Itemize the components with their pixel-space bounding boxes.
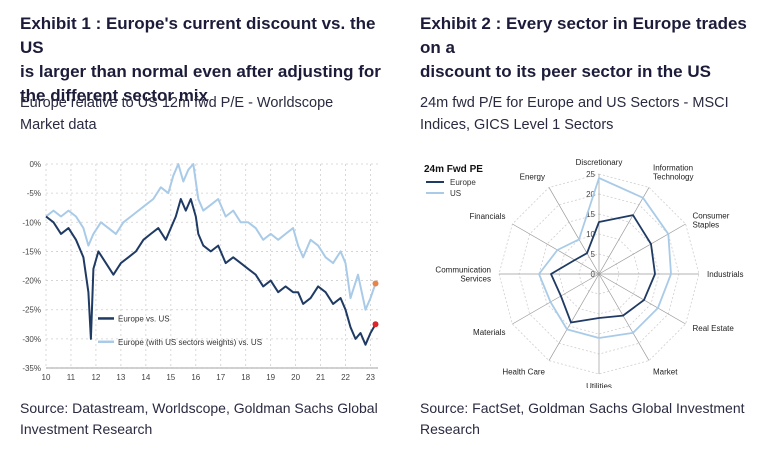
radar-category-label: Services — [460, 275, 491, 284]
x-tick-label: 13 — [116, 373, 125, 382]
exhibit-2-subtitle: 24m fwd P/E for Europe and US Sectors - … — [420, 92, 729, 136]
exhibit-2-subtitle-line: 24m fwd P/E for Europe and US Sectors - … — [420, 95, 729, 111]
exhibit-1-title: Exhibit 1 : Europe's current discount vs… — [20, 12, 384, 108]
radar-category-label: Materials — [473, 328, 505, 337]
radar-spoke — [548, 273, 600, 361]
x-tick-label: 18 — [241, 373, 250, 382]
radar-category-label: Consumer — [693, 212, 730, 221]
series-line-europe-us-weights — [45, 163, 377, 311]
exhibit-1-source-line: Source: Datastream, Worldscope, Goldman … — [20, 400, 378, 416]
radar-series-europe — [550, 214, 656, 324]
y-tick-label: -10% — [22, 218, 41, 227]
radar-category-label: Technology — [653, 173, 693, 182]
exhibit-1-subtitle-line: Market data — [20, 117, 97, 133]
radial-tick-label: 20 — [586, 190, 595, 199]
radar-category-label: Communication — [435, 266, 491, 275]
exhibit-2-source-line: Source: FactSet, Goldman Sachs Global In… — [420, 400, 745, 416]
exhibit-1-subtitle-line: Europe relative to US 12m fwd P/E - Worl… — [20, 95, 334, 111]
exhibit-2-title-line: discount to its peer sector in the US — [420, 62, 711, 81]
legend-label: Europe — [450, 178, 476, 187]
radar-spoke — [598, 223, 686, 275]
x-tick-label: 15 — [166, 373, 175, 382]
end-marker — [372, 321, 379, 328]
radar-spoke — [512, 223, 600, 275]
x-tick-label: 14 — [141, 373, 150, 382]
exhibit-2-source-line: Research — [420, 421, 480, 437]
y-tick-label: 0% — [29, 160, 41, 169]
line-chart: 0% -5% -10% -15% -20% -25% -30% -35%10 11 12 13 14 1… — [22, 160, 379, 382]
radar-category-label: Energy — [520, 173, 545, 182]
radar-spoke — [598, 187, 650, 275]
x-tick-label: 10 — [42, 373, 51, 382]
series-line-europe-vs-us — [45, 198, 377, 346]
x-tick-label: 16 — [191, 373, 200, 382]
y-tick-label: -20% — [22, 277, 41, 286]
y-tick-label: -15% — [22, 247, 41, 256]
exhibit-2-title-line: Exhibit 2 : Every sector in Europe trade… — [420, 14, 747, 57]
x-tick-label: 23 — [366, 373, 375, 382]
radar-category-label: Staples — [693, 221, 720, 230]
radial-tick-label: 5 — [591, 250, 596, 259]
x-tick-label: 11 — [67, 373, 76, 382]
end-marker — [372, 280, 379, 287]
x-tick-label: 20 — [291, 373, 300, 382]
radial-tick-label: 10 — [586, 230, 595, 239]
legend-label: Europe vs. US — [118, 314, 170, 323]
exhibit-1-source: Source: Datastream, Worldscope, Goldman … — [20, 398, 378, 440]
x-tick-label: 21 — [316, 373, 325, 382]
exhibit-2-subtitle-line: Indices, GICS Level 1 Sectors — [420, 117, 614, 133]
radial-tick-label: 25 — [586, 170, 595, 179]
radar-category-label: Information — [653, 164, 693, 173]
radar-chart-title: 24m Fwd PE — [424, 164, 483, 175]
x-tick-label: 22 — [341, 373, 350, 382]
exhibit-1-title-line: the different sector mix — [20, 86, 208, 105]
exhibit-1-title-line: Exhibit 1 : Europe's current discount vs… — [20, 14, 376, 57]
radar-chart: 0 5 10 15 20 25 Discretionary InformationTechno… — [424, 158, 743, 388]
legend-label: US — [450, 189, 461, 198]
radar-category-label: Real Estate — [693, 324, 735, 333]
exhibit-1-source-line: Investment Research — [20, 421, 153, 437]
radar-category-label: Industrials — [707, 270, 743, 279]
exhibit-1-subtitle: Europe relative to US 12m fwd P/E - Worl… — [20, 92, 333, 136]
radar-spoke — [598, 273, 650, 361]
exhibit-1-title-line: is larger than normal even after adjusti… — [20, 62, 381, 81]
radar-spoke — [548, 187, 600, 275]
legend-label: Europe (with US sectors weights) vs. US — [118, 338, 262, 347]
radial-tick-label: 0 — [591, 270, 596, 279]
y-tick-label: -30% — [22, 335, 41, 344]
x-tick-label: 12 — [91, 373, 100, 382]
exhibit-2-source: Source: FactSet, Goldman Sachs Global In… — [420, 398, 745, 440]
exhibit-2-title: Exhibit 2 : Every sector in Europe trade… — [420, 12, 768, 84]
radar-category-label: Health Care — [502, 368, 545, 377]
y-tick-label: -35% — [22, 364, 41, 373]
x-tick-label: 19 — [266, 373, 275, 382]
y-tick-label: -25% — [22, 306, 41, 315]
x-tick-label: 17 — [216, 373, 225, 382]
y-tick-label: -5% — [27, 189, 41, 198]
radar-spoke — [598, 273, 686, 325]
radar-category-label: Utilities — [586, 382, 612, 388]
radar-series-us — [538, 177, 672, 339]
radial-tick-label: 15 — [586, 210, 595, 219]
radar-category-label: Discretionary — [576, 158, 623, 167]
radar-category-label: Market — [653, 368, 678, 377]
radar-category-label: Financials — [469, 212, 505, 221]
radar-spoke — [512, 273, 600, 325]
